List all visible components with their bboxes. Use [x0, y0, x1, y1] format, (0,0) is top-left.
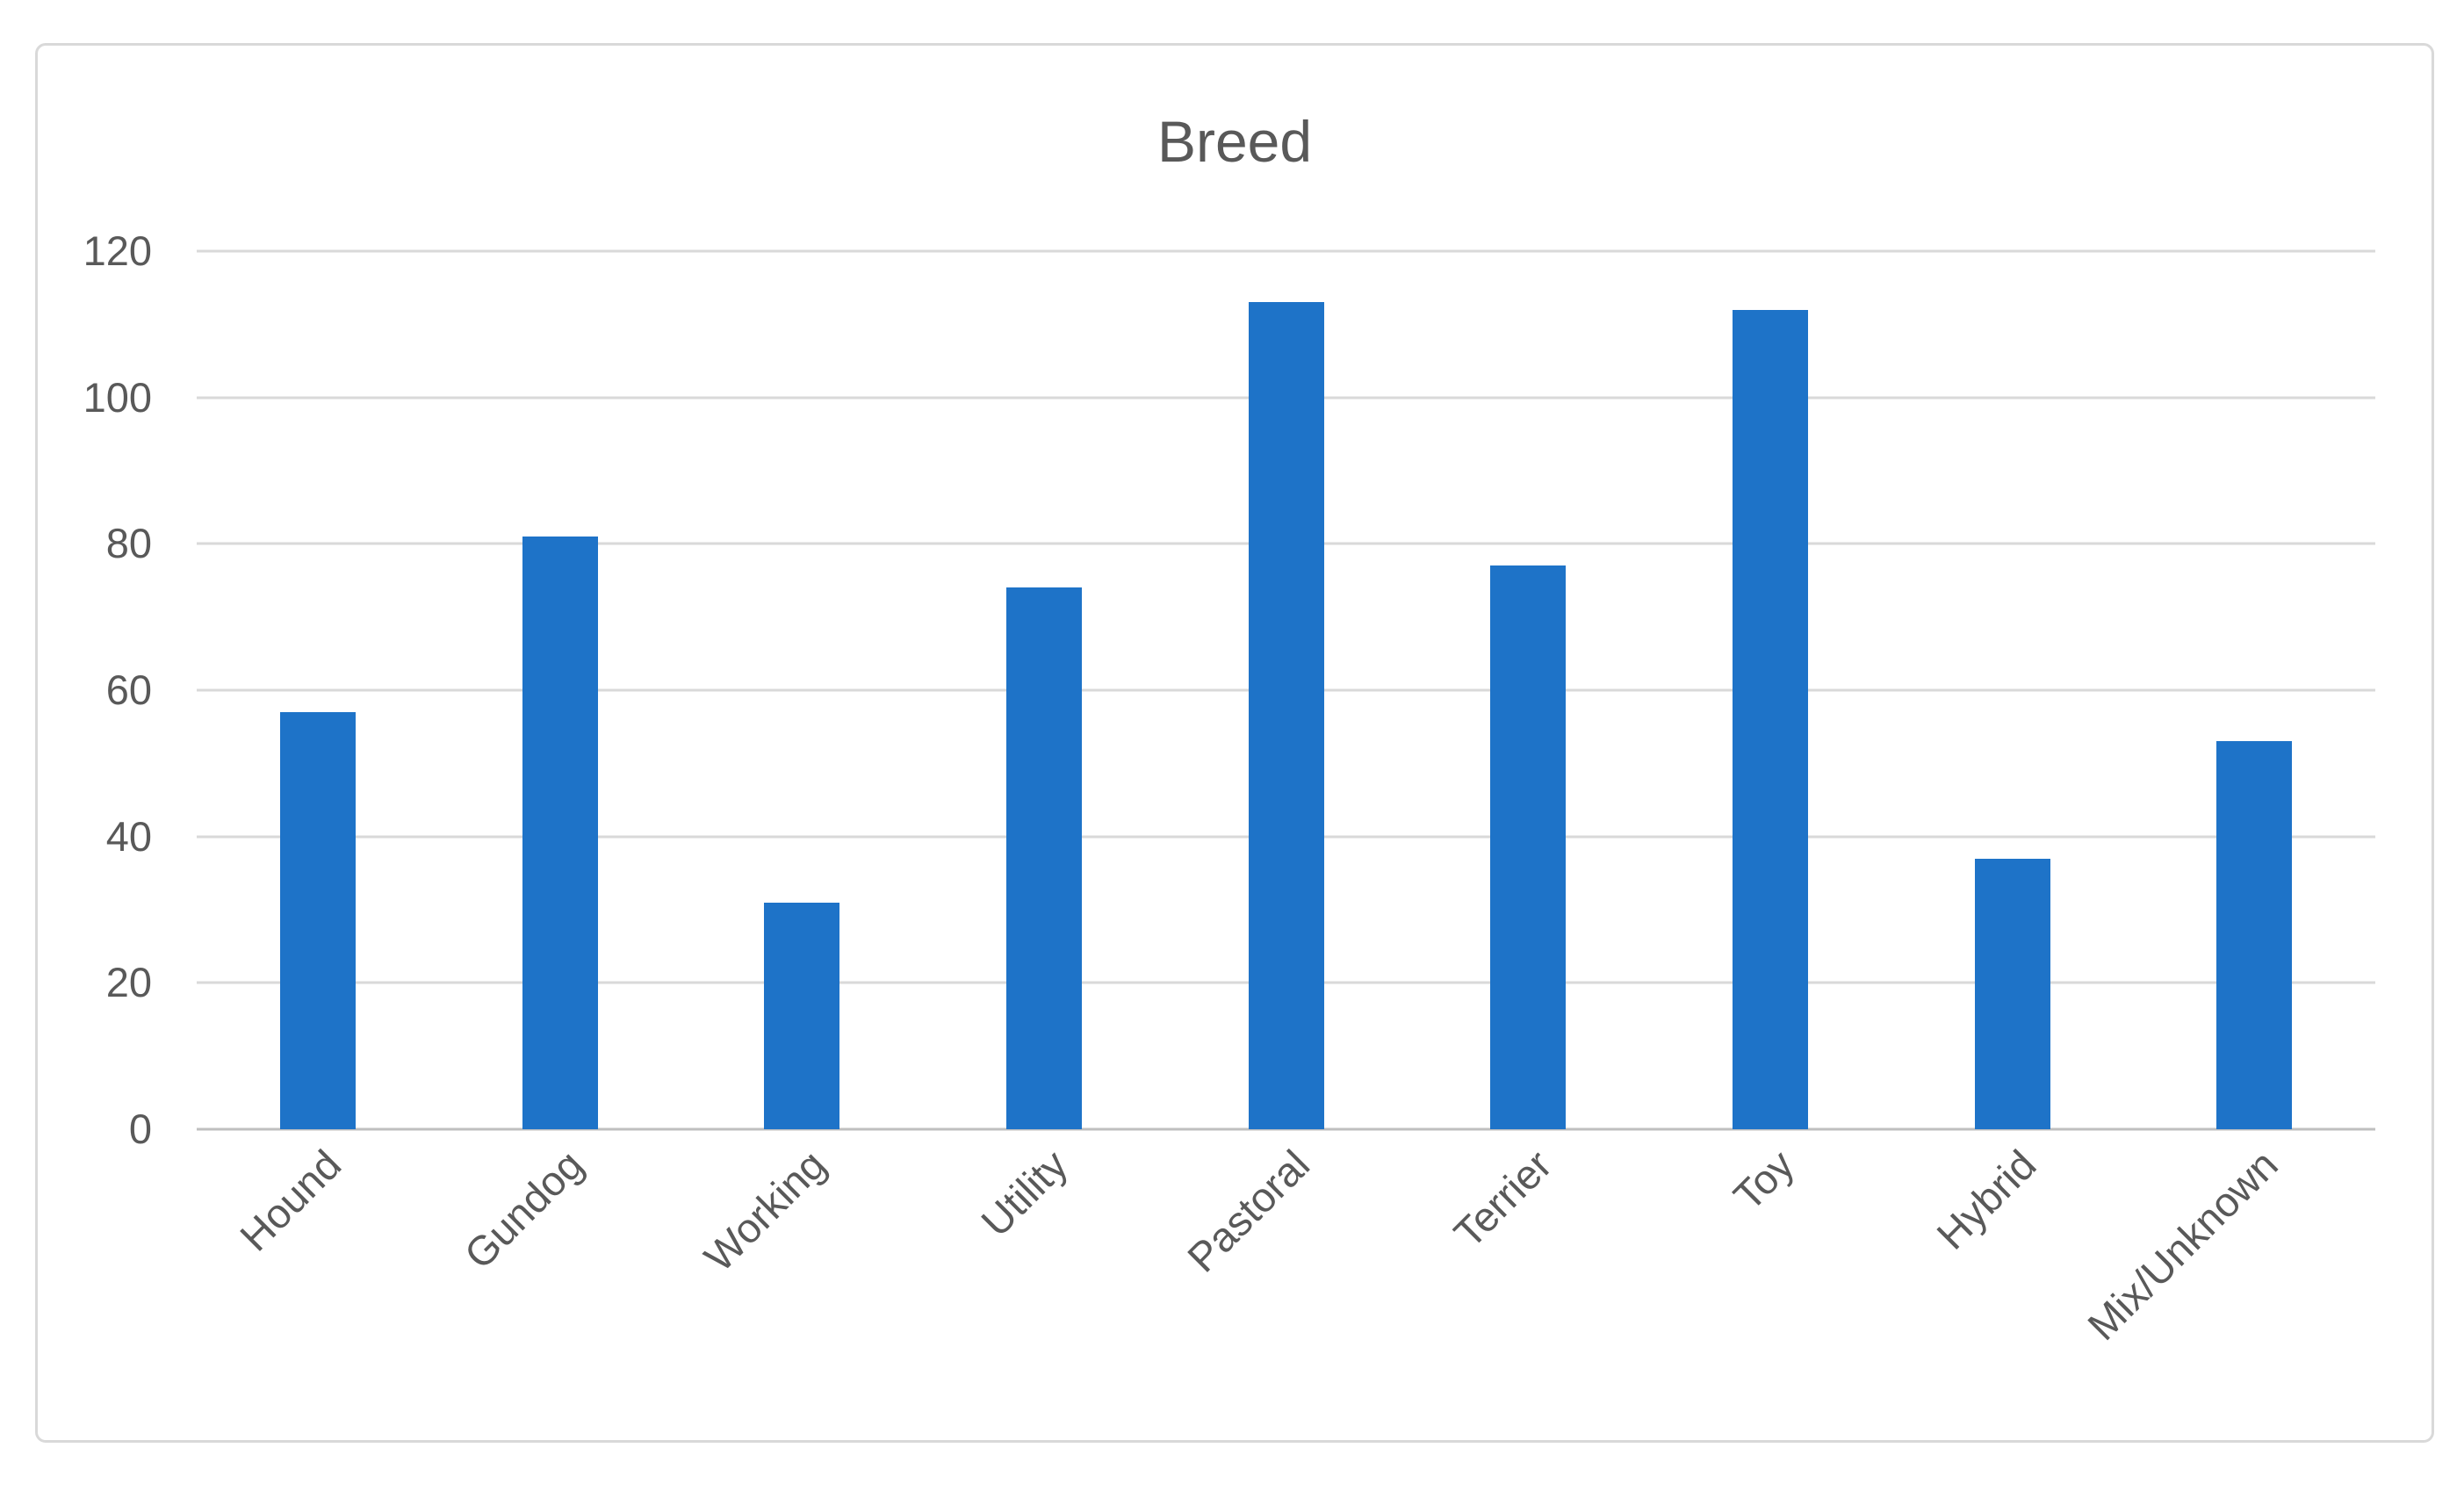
bar-column	[1407, 251, 1649, 1129]
gridline	[197, 249, 2375, 253]
y-tick-label: 120	[83, 227, 152, 274]
y-axis: 0 20 40 60 80 100 120	[38, 227, 152, 1152]
y-tick-label: 80	[105, 520, 152, 567]
y-tick-label: 40	[105, 812, 152, 860]
chart-frame[interactable]: Breed 0 20 40 60 80 100 120 Hound Gundog Working…	[35, 43, 2434, 1443]
bar-column	[1165, 251, 1408, 1129]
bar-working[interactable]	[764, 902, 840, 1129]
bar-hybrid[interactable]	[1974, 858, 2050, 1129]
plot-area	[197, 249, 2375, 1131]
bar-column	[439, 251, 681, 1129]
x-tick-label: Pastoral	[1178, 1141, 1319, 1281]
bar-column	[2133, 251, 2375, 1129]
bar-gundog[interactable]	[522, 537, 598, 1129]
bar-pastoral[interactable]	[1248, 302, 1324, 1129]
bar-column	[1649, 251, 1891, 1129]
x-axis-line	[197, 1127, 2375, 1131]
y-tick-label: 100	[83, 373, 152, 421]
bar-hound[interactable]	[279, 712, 356, 1129]
y-tick-label: 20	[105, 959, 152, 1006]
x-tick-label: Hound	[231, 1141, 350, 1260]
x-tick-label: Hybrid	[1927, 1141, 2045, 1258]
chart-title: Breed	[1156, 109, 1313, 174]
bar-toy[interactable]	[1732, 309, 1808, 1129]
bar-terrier[interactable]	[1490, 565, 1567, 1129]
bar-utility[interactable]	[1005, 587, 1082, 1129]
bar-column	[197, 251, 439, 1129]
bar-column	[1891, 251, 2134, 1129]
x-axis: Hound Gundog Working Utility Pastoral Terrier…	[197, 1141, 2375, 1440]
y-tick-label: 60	[105, 666, 152, 713]
x-tick-label: Mix/Unknown	[2078, 1141, 2287, 1350]
y-tick-label: 0	[128, 1106, 152, 1152]
x-tick-label: Working	[695, 1141, 834, 1281]
bar-column	[923, 251, 1165, 1129]
x-tick-label: Terrier	[1445, 1141, 1560, 1257]
bar-column	[681, 251, 923, 1129]
x-tick-label: Utility	[971, 1141, 1077, 1246]
bar-mix-unknown[interactable]	[2216, 741, 2293, 1129]
x-tick-label: Toy	[1724, 1141, 1803, 1220]
bars	[197, 251, 2375, 1129]
x-tick-label: Gundog	[455, 1141, 593, 1279]
